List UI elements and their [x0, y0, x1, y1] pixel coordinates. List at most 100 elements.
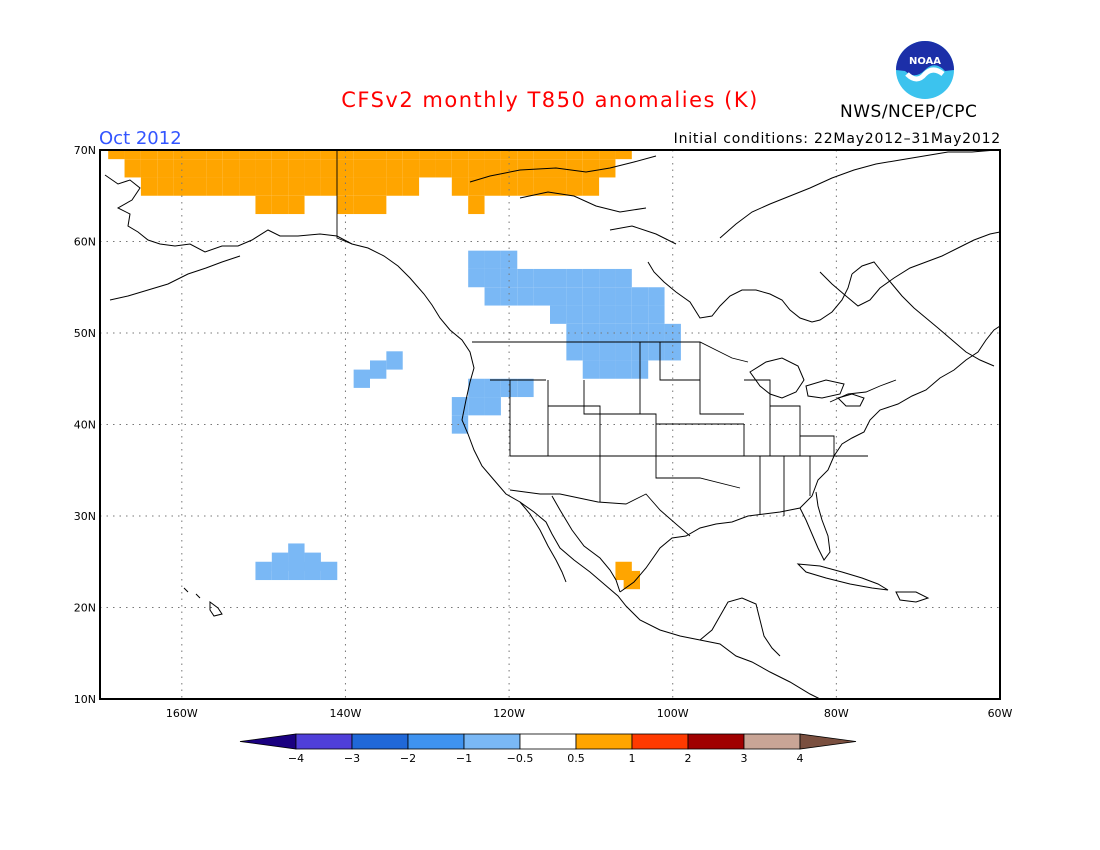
- anomaly-cell: [353, 159, 370, 178]
- colorbar-box: [631, 733, 689, 750]
- anomaly-cell: [615, 268, 632, 288]
- anomaly-cell: [402, 159, 420, 178]
- anomaly-cell: [517, 287, 534, 306]
- anomaly-cell: [271, 159, 289, 178]
- anomaly-cell: [550, 177, 567, 196]
- aleutians: [109, 255, 241, 301]
- lat-tick-label: 40N: [74, 419, 96, 432]
- anomaly-cell: [484, 150, 501, 160]
- lat-tick-label: 50N: [74, 327, 96, 340]
- lon-tick-label: 100W: [657, 707, 689, 720]
- lat-tick-label: 60N: [74, 236, 96, 249]
- anomaly-cell: [615, 150, 632, 160]
- baja-california: [519, 501, 567, 583]
- lat-tick-label: 10N: [74, 693, 96, 706]
- anomaly-cell: [288, 561, 305, 581]
- anomaly-cell: [484, 378, 501, 398]
- anomaly-cell: [140, 159, 158, 178]
- colorbar-label: 4: [797, 752, 804, 765]
- anomaly-cell: [566, 287, 583, 306]
- anomaly-cell: [582, 342, 600, 361]
- anomaly-cell: [468, 268, 485, 288]
- anomaly-cell: [500, 268, 518, 288]
- axis-tick-labels: 70N 60N 50N 40N 30N 20N 10N 160W 140W 120W 100W 80W…: [74, 144, 1013, 720]
- anomaly-cell: [648, 305, 665, 324]
- anomaly-cell: [631, 305, 649, 324]
- anomaly-cell: [484, 250, 501, 269]
- agency-label: NWS/NCEP/CPC: [840, 102, 978, 122]
- anomaly-cell: [206, 159, 223, 178]
- anomaly-cell: [599, 342, 616, 361]
- anomaly-cell: [468, 159, 485, 178]
- anomaly-region: [255, 543, 338, 581]
- lat-tick-label: 70N: [74, 144, 96, 157]
- anomaly-cell: [582, 360, 600, 379]
- anomaly-cell: [271, 195, 289, 215]
- anomaly-cell: [370, 177, 387, 196]
- anomaly-cell: [435, 150, 452, 160]
- colorbar-box: [295, 733, 353, 750]
- anomaly-region: [451, 378, 534, 434]
- anomaly-cell: [517, 378, 534, 398]
- anomaly-cell: [271, 177, 289, 196]
- anomaly-cell: [173, 150, 190, 160]
- anomaly-cell: [484, 159, 501, 178]
- political-borders: [336, 150, 897, 537]
- colorbar-label: 0.5: [567, 752, 585, 765]
- anomaly-cell: [206, 150, 223, 160]
- anomaly-cell: [304, 150, 321, 160]
- anomaly-region: [108, 150, 632, 215]
- anomaly-cell: [533, 150, 550, 160]
- anomaly-cell: [533, 268, 550, 288]
- anomaly-cell: [386, 177, 403, 196]
- anomaly-cell: [451, 177, 469, 196]
- anomaly-cell: [582, 268, 600, 288]
- anomaly-cell: [124, 150, 141, 160]
- anomaly-cell: [370, 360, 387, 379]
- anomaly-cell: [500, 378, 518, 398]
- anomaly-cell: [370, 159, 387, 178]
- anomaly-cell: [190, 159, 207, 178]
- anomaly-cell: [484, 397, 501, 416]
- anomaly-cell: [648, 342, 665, 361]
- anomaly-cell: [222, 177, 240, 196]
- anomaly-region: [468, 250, 681, 379]
- anomaly-cell: [582, 323, 600, 343]
- anomaly-cells: [108, 150, 681, 590]
- noaa-logo-icon: NOAA: [896, 41, 954, 99]
- anomaly-cell: [157, 177, 174, 196]
- colorbar-box: [407, 733, 465, 750]
- alaska-border: [336, 150, 353, 245]
- anomaly-cell: [108, 150, 125, 160]
- anomaly-cell: [239, 159, 256, 178]
- anomaly-region: [353, 351, 403, 388]
- florida: [799, 491, 831, 561]
- cuba: [796, 563, 889, 591]
- anomaly-cell: [320, 159, 338, 178]
- anomaly-cell: [271, 561, 289, 581]
- hispaniola: [895, 591, 930, 603]
- anomaly-cell: [255, 195, 272, 215]
- anomaly-cell: [582, 159, 600, 178]
- anomaly-cell: [615, 360, 632, 379]
- anomaly-cell: [582, 150, 600, 160]
- colorbar-box: [743, 733, 801, 750]
- anomaly-cell: [435, 159, 452, 178]
- colorbar-label: −0.5: [507, 752, 534, 765]
- anomaly-cell: [533, 177, 550, 196]
- anomaly-cell: [664, 342, 681, 361]
- anomaly-cell: [648, 323, 665, 343]
- anomaly-cell: [206, 177, 223, 196]
- yucatan: [699, 597, 781, 657]
- colorbar-label: −1: [456, 752, 472, 765]
- north-america-coastline: [104, 174, 821, 699]
- anomaly-cell: [304, 177, 321, 196]
- anomaly-cell: [353, 369, 370, 388]
- anomaly-cell: [337, 177, 354, 196]
- anomaly-cell: [566, 268, 583, 288]
- anomaly-cell: [566, 177, 583, 196]
- anomaly-cell: [419, 159, 436, 178]
- anomaly-cell: [468, 150, 485, 160]
- anomaly-cell: [550, 150, 567, 160]
